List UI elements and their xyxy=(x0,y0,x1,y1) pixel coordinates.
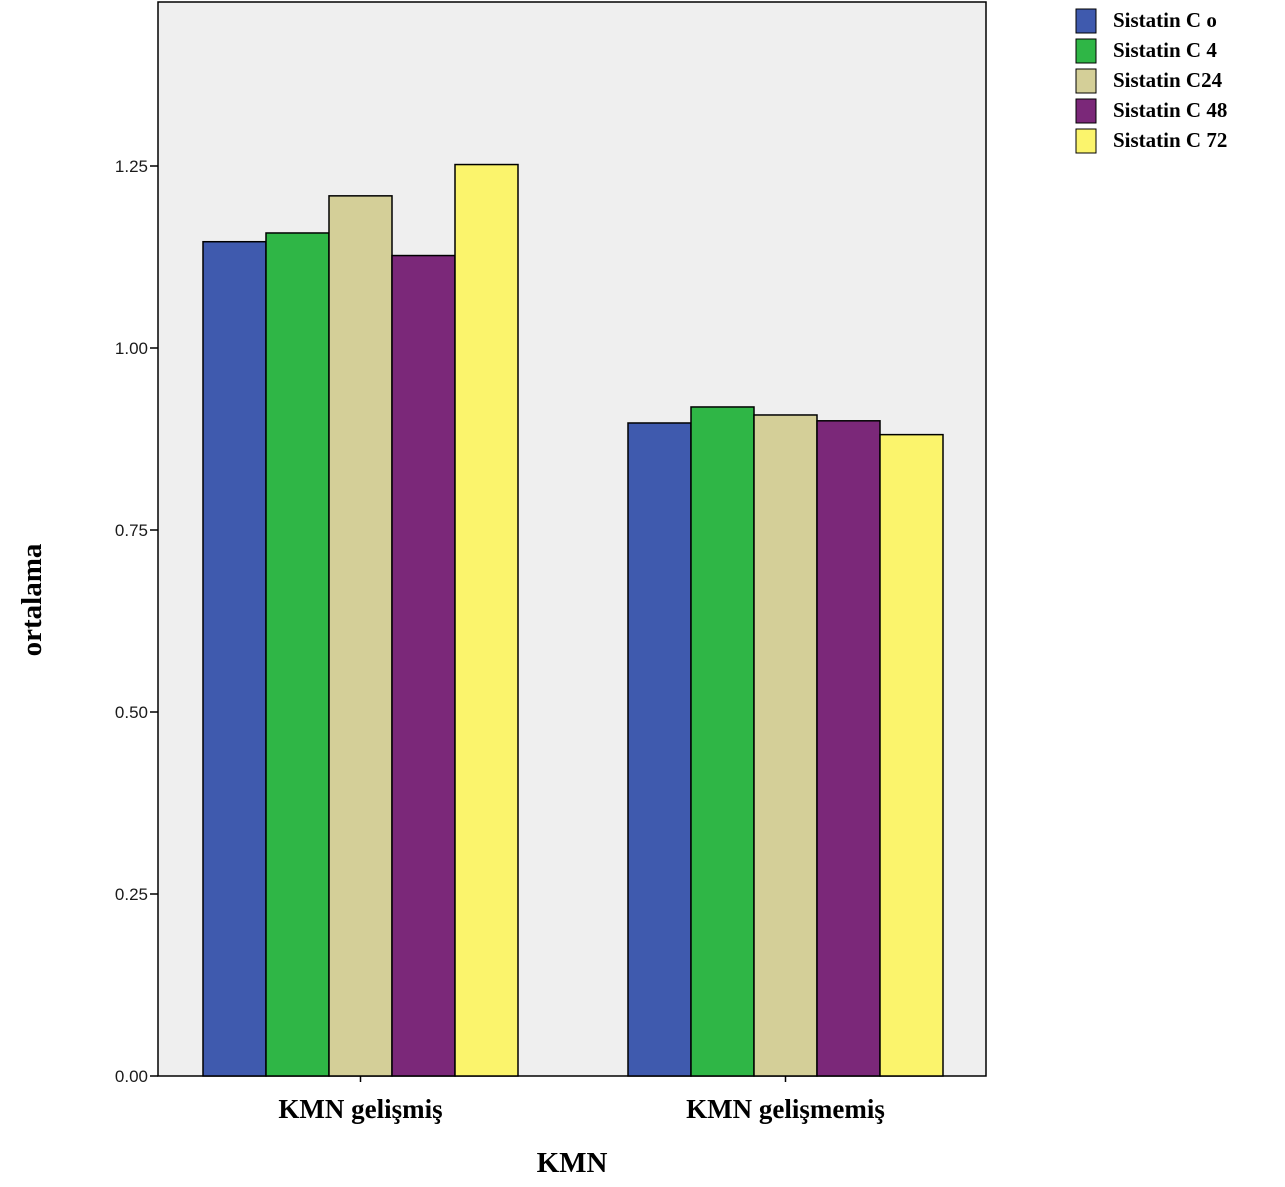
y-axis-title: ortalama xyxy=(16,543,48,656)
legend-swatch xyxy=(1075,38,1097,64)
y-tick-label: 0.00 xyxy=(115,1067,148,1086)
bar-1-series-3 xyxy=(328,195,393,1077)
legend: Sistatin C o Sistatin C 4 Sistatin C24 Sist… xyxy=(1075,8,1227,154)
bar-2-series-5 xyxy=(879,433,944,1077)
legend-label: Sistatin C24 xyxy=(1113,68,1223,92)
x-axis: KMN gelişmiş KMN gelişmemiş xyxy=(278,1076,885,1124)
legend-label: Sistatin C o xyxy=(1113,8,1217,32)
bar-2-series-3 xyxy=(753,414,818,1077)
legend-label: Sistatin C 4 xyxy=(1113,38,1217,62)
bar-1-series-4 xyxy=(391,254,456,1077)
y-tick-label: 1.00 xyxy=(115,339,148,358)
bar-1-series-2 xyxy=(265,232,330,1077)
bar-1-series-5 xyxy=(454,163,519,1077)
legend-label: Sistatin C 48 xyxy=(1113,98,1227,122)
y-tick-label: 0.25 xyxy=(115,885,148,904)
x-axis-title: KMN xyxy=(537,1147,608,1179)
bar-1-series-1 xyxy=(202,240,267,1077)
legend-swatch xyxy=(1075,68,1097,94)
legend-swatch xyxy=(1075,98,1097,124)
y-tick-label: 0.50 xyxy=(115,703,148,722)
y-axis: 0.00 0.25 0.50 0.75 1.00 1.25 xyxy=(115,157,158,1086)
x-tick-label: KMN gelişmiş xyxy=(278,1094,442,1124)
bar-2-series-2 xyxy=(690,406,755,1077)
y-tick-label: 0.75 xyxy=(115,521,148,540)
x-tick-label: KMN gelişmemiş xyxy=(686,1094,885,1124)
bar-2-series-4 xyxy=(816,420,881,1077)
bars-group xyxy=(202,163,944,1077)
legend-swatch xyxy=(1075,128,1097,154)
y-tick-label: 1.25 xyxy=(115,157,148,176)
legend-label: Sistatin C 72 xyxy=(1113,128,1227,152)
bar-2-series-1 xyxy=(627,422,692,1077)
legend-swatch xyxy=(1075,8,1097,34)
